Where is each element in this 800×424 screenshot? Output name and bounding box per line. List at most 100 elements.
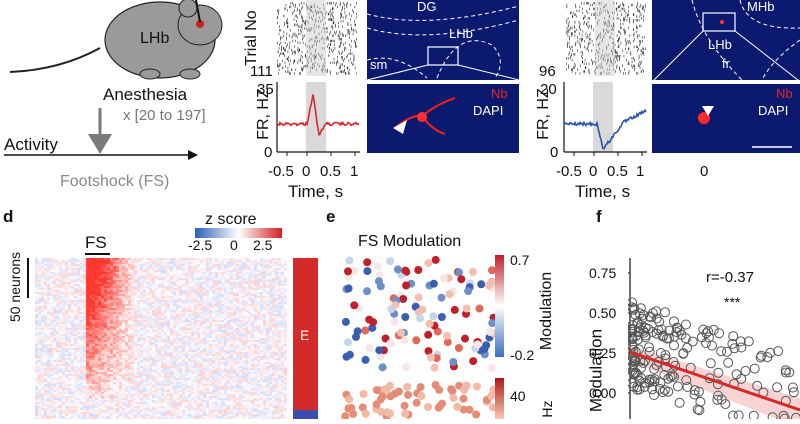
stain-label-dapi: DAPI — [758, 104, 788, 117]
neuron-dot — [403, 383, 411, 391]
neuron-dot — [424, 403, 432, 411]
x-tick: 0 — [302, 164, 310, 179]
neuron-dot — [440, 274, 448, 282]
panel-letter-f: f — [596, 208, 602, 225]
cb-tick-top: 0.7 — [510, 253, 529, 267]
neuron-dot — [387, 339, 395, 347]
neuron-dot — [363, 267, 371, 275]
y-tick: 0.50 — [589, 306, 616, 320]
raster-ylabel: Trial No — [244, 8, 260, 68]
neuron-dot — [369, 318, 377, 326]
colorbar-title: z score — [205, 212, 257, 228]
neuron-dot — [463, 305, 471, 313]
neuron-dot — [438, 313, 446, 321]
neuron-dot — [477, 280, 485, 288]
neuron-dot — [429, 312, 437, 320]
neuron-dot — [443, 332, 451, 340]
neuron-dot — [416, 314, 424, 322]
scatter-point — [737, 343, 746, 352]
neuron-dot — [435, 404, 443, 412]
raster-ymax: 111 — [250, 64, 273, 79]
neuron-dot — [363, 258, 371, 266]
x-axis-label: Time, s — [575, 183, 630, 200]
group-label-e: E — [300, 328, 309, 342]
scatter-point — [749, 411, 758, 419]
neuron-dot — [399, 295, 407, 303]
neuron-dot — [455, 268, 463, 276]
scatter-point — [724, 358, 733, 367]
scatter-point — [773, 383, 782, 392]
y-tick: 0.25 — [589, 346, 616, 360]
y-tick: 0.75 — [589, 266, 616, 280]
scatter-point — [717, 347, 726, 356]
bottom-tick: 0 — [700, 164, 708, 179]
neuron-dot — [474, 341, 482, 349]
neuron-dot — [402, 282, 410, 290]
x-tick: 1 — [636, 164, 644, 179]
footshock-label: Footshock (FS) — [60, 174, 169, 190]
colorbar-label: Modulation — [539, 266, 555, 356]
neuron-dot — [427, 353, 435, 361]
neuron-dot — [345, 395, 353, 403]
neuron-dot — [401, 313, 409, 321]
neuron-dot — [488, 364, 496, 372]
neuron-dot — [424, 331, 432, 339]
neuron-dot — [345, 284, 353, 292]
neuron-dot — [401, 267, 409, 275]
neuron-dot — [350, 301, 358, 309]
neuron-dot — [345, 404, 353, 412]
neuron-dot — [487, 392, 495, 400]
colorbar-tick: 2.5 — [253, 238, 272, 252]
neuron-scale-bar — [27, 258, 29, 298]
neuron-dot — [401, 402, 409, 410]
neuron-dot — [430, 280, 438, 288]
neuron-dot — [363, 287, 371, 295]
neuron-dot — [461, 335, 469, 343]
neuron-dot — [404, 391, 412, 399]
neuron-dot — [352, 333, 360, 341]
neuron-dot — [386, 257, 394, 265]
neuron-dot — [460, 395, 468, 403]
histology-image: MHb LHb fr — [652, 0, 800, 80]
neuron-dot — [457, 275, 465, 283]
significance-stars: *** — [724, 295, 740, 309]
neuron-dot — [415, 293, 423, 301]
neuron-dot — [453, 403, 461, 411]
timeline-arrow — [0, 100, 210, 170]
scatter-point — [670, 341, 679, 350]
neuron-dot — [446, 290, 454, 298]
neuron-dot — [412, 336, 420, 344]
neuron-dot — [432, 381, 440, 389]
neuron-dot — [373, 386, 381, 394]
x-tick: 1 — [350, 164, 358, 179]
x-axis-label: Time, s — [288, 183, 343, 200]
neuron-dot — [346, 351, 354, 359]
region-label-fr: fr — [722, 57, 730, 70]
modulation-colorbar — [495, 255, 504, 357]
neuron-dot — [362, 410, 370, 418]
neuron-dot — [344, 338, 352, 346]
fr-tick-bottom: 0 — [550, 145, 558, 160]
stain-label-dapi: DAPI — [473, 104, 503, 117]
scatter-point — [709, 325, 718, 334]
neuron-dot — [377, 395, 385, 403]
neuron-dot — [469, 268, 477, 276]
neuron-dot — [425, 259, 433, 267]
region-label-mhb: MHb — [747, 0, 774, 13]
colorbar-tick: 0 — [230, 238, 238, 252]
neuron-dot — [476, 305, 484, 313]
neuron-dot — [432, 256, 440, 264]
neuron-dot — [379, 363, 387, 371]
cb2-tick: 40 — [510, 389, 526, 403]
neuron-dot — [383, 408, 391, 416]
neuron-dot — [438, 294, 446, 302]
x-tick: 0.5 — [320, 164, 341, 179]
scatter-point — [729, 411, 738, 419]
modulation-map — [330, 250, 500, 419]
neuron-dot — [418, 306, 426, 314]
cb2-label: Hz — [540, 394, 554, 424]
neuron-dot — [375, 346, 383, 354]
panel-letter-e: e — [326, 208, 335, 225]
raster-ymax: 96 — [539, 64, 556, 79]
fr-tick-top: 20 — [540, 82, 557, 97]
